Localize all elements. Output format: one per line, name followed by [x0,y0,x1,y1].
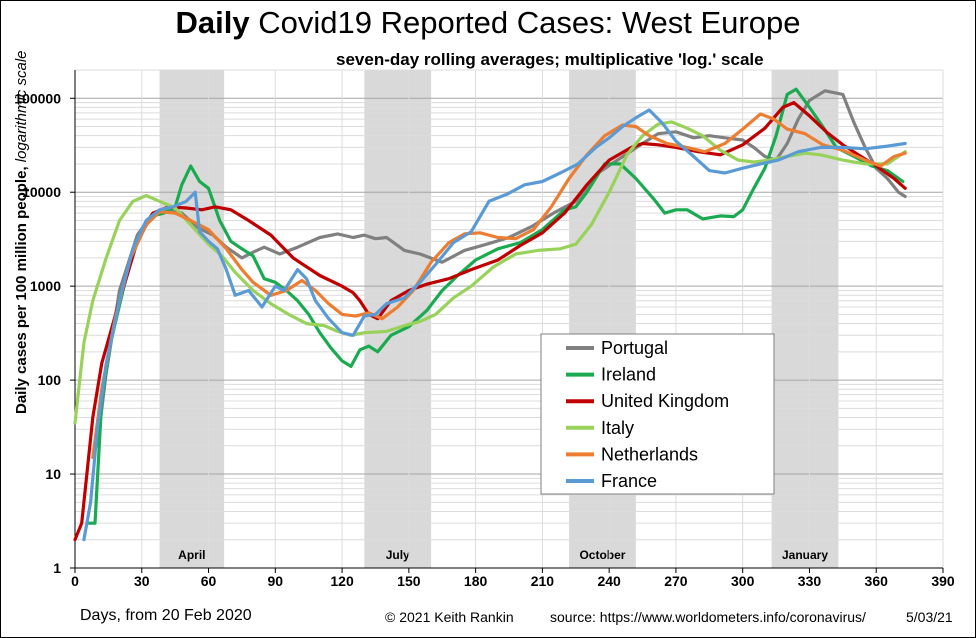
x-tick-label: 300 [731,573,755,589]
legend-label-portugal: Portugal [601,338,668,358]
x-tick-label: 270 [664,573,688,589]
y-axis-label: Daily cases per 100 million people, loga… [13,51,30,415]
month-label-january: January [782,548,828,562]
chart-subtitle: seven-day rolling averages; multiplicati… [336,50,764,69]
x-tick-label: 180 [464,573,488,589]
chart-title: Daily Covid19 Reported Cases: West Europ… [0,5,976,41]
axes: 0 30 60 90 120 150 180 210 240 270 300 330 360 390 1 10… [14,70,955,589]
chart-title-bold: Daily [175,5,250,40]
source-text: source: https://www.worldometers.info/co… [550,609,866,625]
legend-label-ireland: Ireland [601,365,656,385]
series-line-ireland [86,87,905,525]
y-axis-label-main: Daily cases per 100 million people, [13,162,30,414]
x-tick-label: 360 [865,573,889,589]
series-line-united-kingdom [73,101,907,542]
y-tick-label: 10000 [22,184,61,200]
x-tick-label: 150 [397,573,421,589]
x-tick-label: 240 [597,573,621,589]
legend-label-france: France [601,471,657,491]
series-lines [73,87,907,542]
chart-title-rest: Covid19 Reported Cases: West Europe [249,5,801,40]
x-tick-label: 90 [268,573,284,589]
x-tick-label: 30 [134,573,150,589]
grid [74,69,944,569]
series-line-italy [73,120,907,425]
x-axis-label: Days, from 20 Feb 2020 [80,607,252,624]
x-tick-label: 210 [531,573,555,589]
month-label-july: July [386,548,410,562]
x-tick-label: 390 [931,573,955,589]
y-axis-label-italic: logarithmic scale [13,50,30,163]
month-label-october: October [579,548,625,562]
credit-text: © 2021 Keith Rankin [385,609,514,625]
legend-label-netherlands: Netherlands [601,444,698,464]
date-text: 5/03/21 [906,609,953,625]
x-tick-label: 60 [201,573,217,589]
legend-label-italy: Italy [601,418,634,438]
y-tick-label: 1000 [30,278,61,294]
x-tick-label: 120 [330,573,354,589]
legend-box [540,333,775,495]
x-tick-label: 0 [71,573,79,589]
shaded-periods: April July October January [75,70,943,568]
shaded-period-april [159,70,225,568]
legend: Portugal Ireland United Kingdom Italy Nether… [540,333,775,495]
y-tick-label: 10 [45,466,61,482]
series-line-france [82,108,907,542]
y-tick-label: 100 [38,372,62,388]
legend-label-united-kingdom: United Kingdom [601,391,729,411]
shaded-period-july [364,70,432,568]
x-tick-label: 330 [798,573,822,589]
series-line-netherlands [91,112,907,460]
month-label-april: April [178,548,205,562]
y-tick-label: 100000 [14,90,61,106]
y-tick-label: 1 [53,560,61,576]
